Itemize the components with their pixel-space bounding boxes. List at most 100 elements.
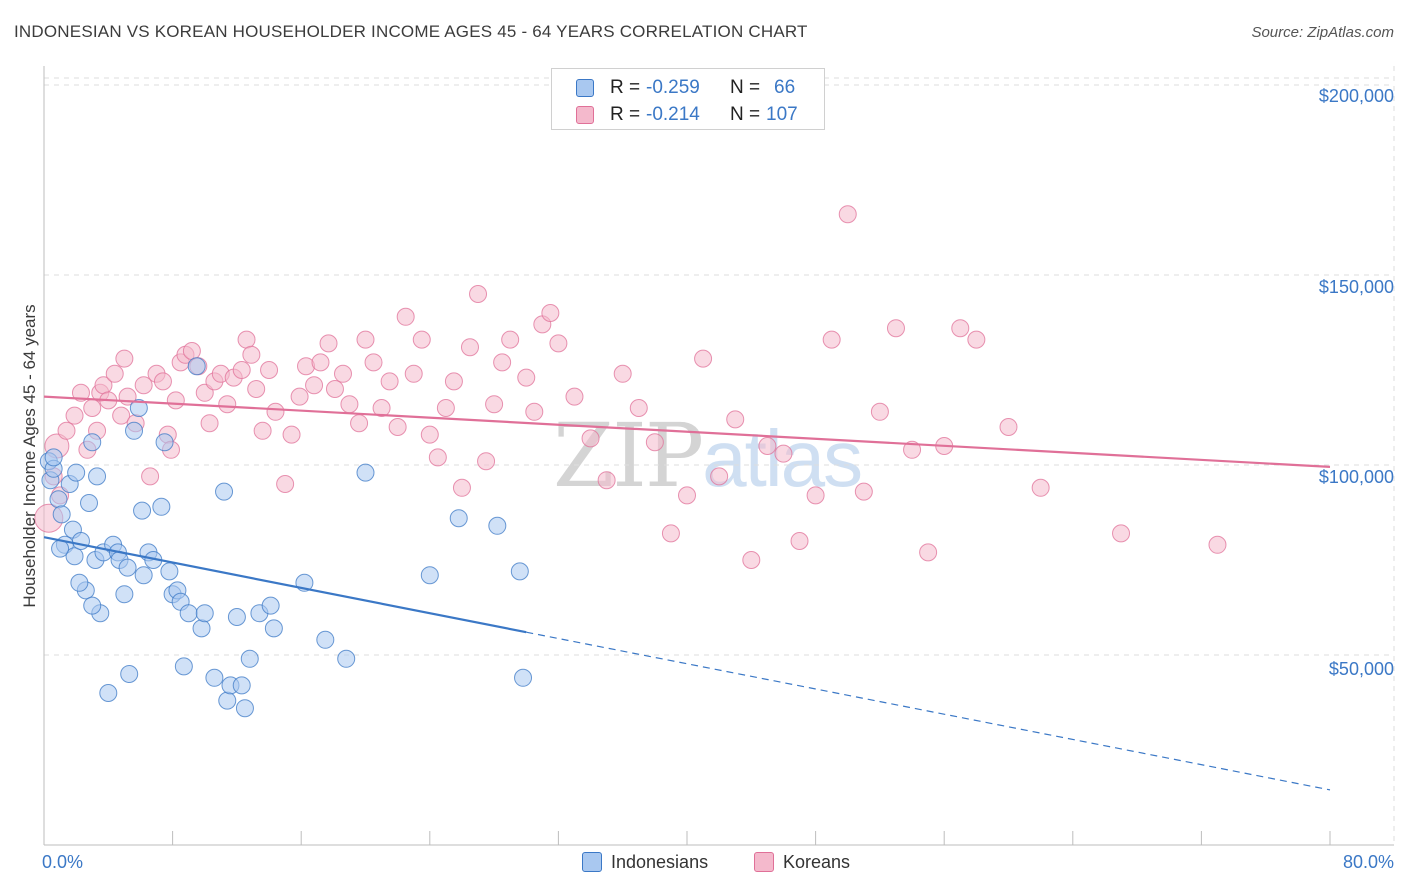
point-koreans	[319, 334, 338, 353]
point-indonesians	[514, 668, 533, 687]
point-indonesians	[118, 558, 137, 577]
point-indonesians	[125, 421, 144, 440]
point-koreans	[340, 395, 359, 414]
legend-item-koreans[interactable]: Koreans	[754, 852, 850, 873]
point-indonesians	[52, 505, 71, 524]
point-koreans	[452, 478, 471, 497]
point-indonesians	[83, 596, 102, 615]
point-koreans	[758, 437, 777, 455]
stats-row-indonesians: R = -0.259 N = 66	[552, 75, 826, 101]
point-koreans	[115, 349, 134, 368]
point-koreans	[541, 304, 560, 322]
point-indonesians	[152, 497, 171, 516]
point-indonesians	[155, 433, 174, 452]
point-koreans	[141, 467, 160, 486]
stats-r-label: R =	[610, 104, 641, 125]
point-koreans	[242, 345, 261, 364]
point-koreans	[549, 334, 568, 353]
point-indonesians	[488, 516, 507, 535]
watermark: ZIPatlas	[553, 404, 863, 507]
point-indonesians	[264, 619, 283, 638]
point-koreans	[290, 387, 309, 406]
point-indonesians	[120, 665, 139, 683]
point-koreans	[182, 342, 201, 360]
point-koreans	[333, 364, 352, 383]
point-indonesians	[261, 596, 280, 615]
point-indonesians	[356, 463, 375, 482]
legend-item-indonesians[interactable]: Indonesians	[582, 852, 708, 873]
point-koreans	[613, 364, 632, 383]
point-koreans	[661, 524, 680, 543]
point-koreans	[999, 418, 1018, 436]
point-koreans	[774, 444, 793, 463]
point-indonesians	[205, 668, 224, 687]
point-koreans	[493, 353, 512, 372]
point-indonesians	[187, 357, 206, 376]
point-indonesians	[337, 649, 356, 668]
point-koreans	[388, 418, 407, 436]
trend-line-indonesians-projection	[526, 631, 1331, 791]
stats-swatch-indonesians	[576, 79, 594, 97]
y-tick-150000: $150,000	[1318, 277, 1394, 297]
point-koreans	[919, 543, 938, 562]
point-koreans	[854, 482, 873, 501]
point-koreans	[838, 205, 857, 224]
point-koreans	[57, 421, 76, 440]
point-koreans	[525, 402, 544, 421]
point-indonesians	[227, 608, 246, 626]
point-koreans	[247, 380, 266, 398]
point-indonesians	[80, 494, 99, 512]
point-koreans	[276, 475, 295, 493]
stats-r-value: -0.259	[646, 77, 700, 98]
stats-box: R = -0.259 N = 66 R = -0.214 N = 107	[551, 68, 825, 130]
legend-swatch-koreans	[754, 852, 774, 872]
point-koreans	[325, 380, 344, 398]
point-koreans	[565, 387, 584, 406]
trend-line-indonesians	[43, 536, 527, 634]
point-koreans	[1208, 535, 1227, 554]
point-koreans	[260, 361, 279, 379]
point-koreans	[356, 330, 375, 349]
point-koreans	[404, 364, 423, 383]
point-koreans	[645, 433, 664, 452]
point-koreans	[444, 372, 463, 391]
point-koreans	[253, 421, 272, 440]
point-koreans	[710, 467, 729, 486]
point-indonesians	[195, 604, 214, 623]
y-axis-label: Householder Income Ages 45 - 64 years	[20, 304, 39, 608]
stats-n-label: N =	[730, 104, 761, 125]
legend-label-indonesians: Indonesians	[611, 852, 709, 872]
point-indonesians	[240, 649, 259, 668]
point-indonesians	[449, 509, 468, 528]
point-koreans	[501, 330, 520, 349]
point-koreans	[71, 383, 90, 402]
point-koreans	[726, 410, 745, 429]
point-indonesians	[192, 619, 211, 638]
point-indonesians	[88, 467, 107, 486]
point-koreans	[485, 395, 504, 414]
point-koreans	[65, 406, 84, 425]
point-indonesians	[174, 657, 193, 676]
chart-title: INDONESIAN VS KOREAN HOUSEHOLDER INCOME …	[14, 22, 808, 41]
point-koreans	[951, 319, 970, 338]
point-koreans	[517, 368, 536, 387]
legend-swatch-indonesians	[582, 852, 602, 872]
point-koreans	[350, 414, 369, 433]
point-koreans	[597, 471, 616, 490]
point-koreans	[311, 353, 330, 372]
point-koreans	[581, 429, 600, 448]
legend: Indonesians Koreans	[0, 852, 1406, 876]
point-koreans	[364, 353, 383, 372]
point-indonesians	[510, 562, 529, 581]
point-koreans	[903, 440, 922, 459]
trend-line-koreans	[43, 395, 1331, 468]
stats-row-koreans: R = -0.214 N = 107	[552, 102, 826, 128]
point-koreans	[742, 551, 761, 569]
legend-label-koreans: Koreans	[783, 852, 851, 872]
point-koreans	[436, 399, 455, 417]
y-tick-200000: $200,000	[1318, 86, 1394, 106]
point-koreans	[1031, 478, 1050, 497]
point-koreans	[469, 285, 488, 303]
stats-r-label: R =	[610, 77, 641, 98]
stats-n-label: N =	[730, 77, 761, 98]
